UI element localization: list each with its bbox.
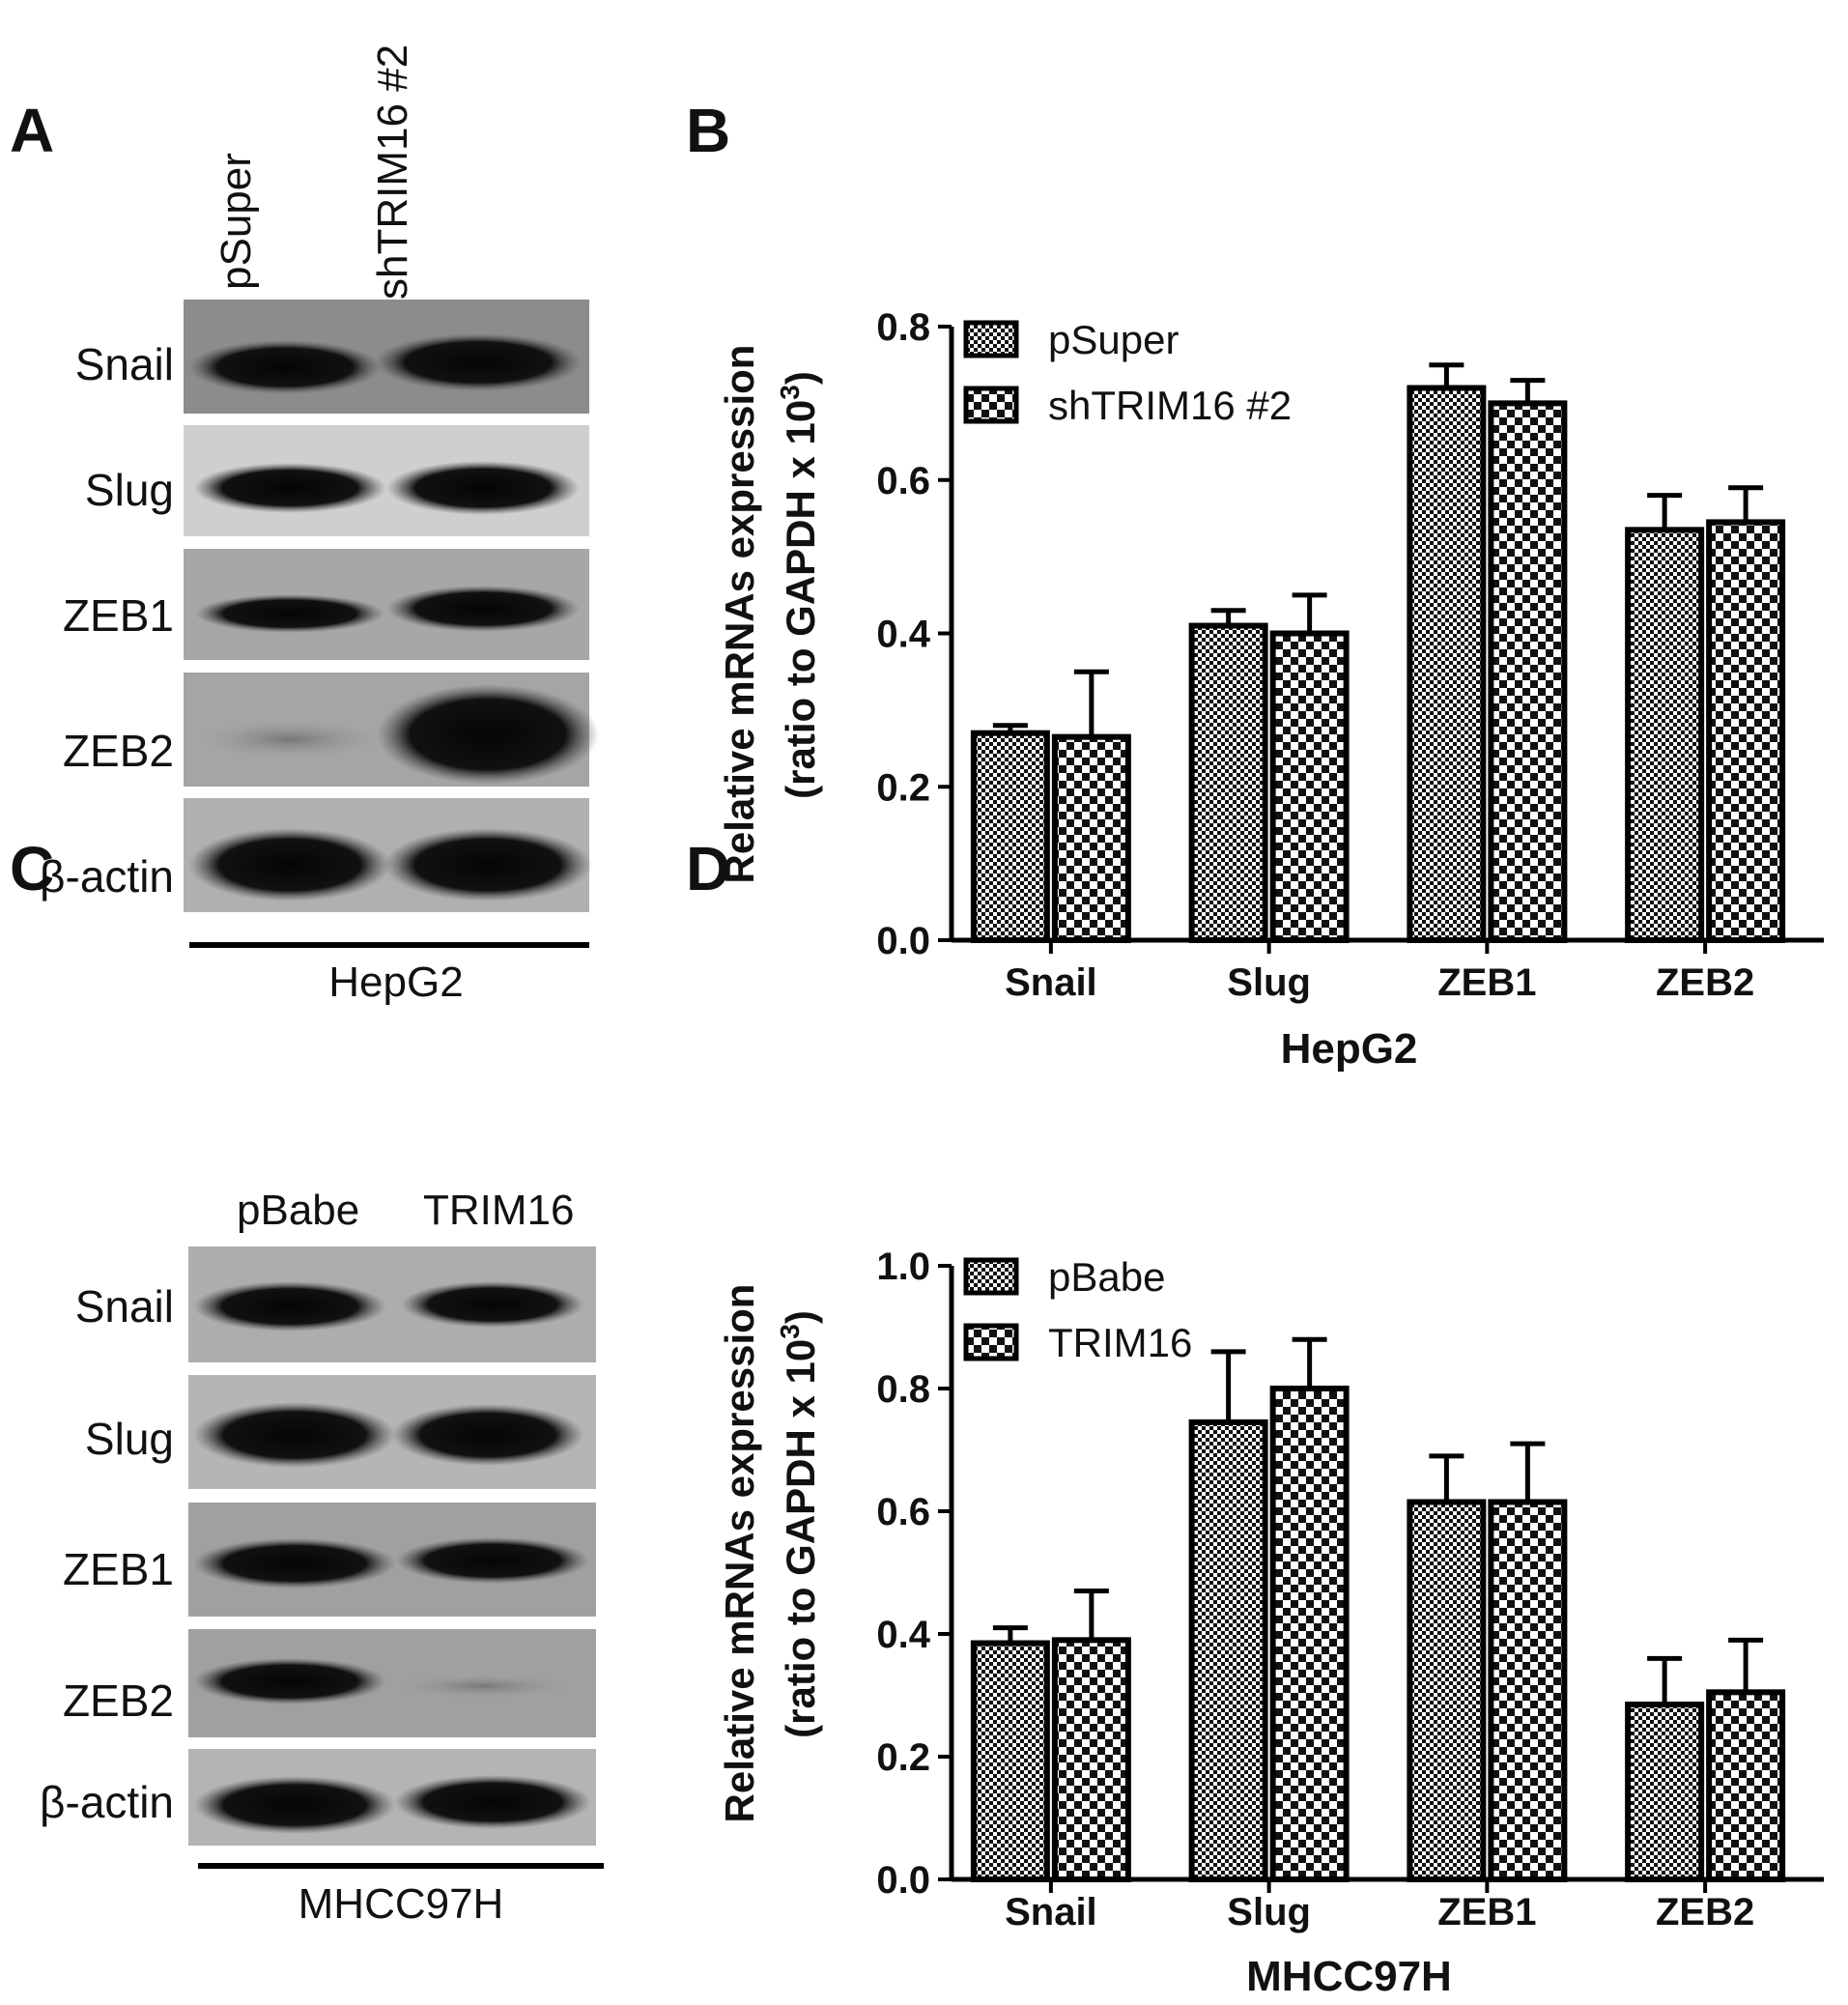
lane-header: pBabe	[237, 1187, 360, 1234]
bar	[1488, 1499, 1568, 1882]
legend-swatch	[963, 320, 1019, 358]
x-tick-label: ZEB1	[1437, 961, 1536, 1004]
legend-label: TRIM16	[1048, 1320, 1192, 1365]
x-tick-label: ZEB2	[1656, 961, 1754, 1004]
cell-line-label-c: MHCC97H	[298, 1880, 504, 1928]
y-tick-label: 0.2	[876, 766, 930, 809]
blot-row-label: Snail	[74, 1281, 174, 1332]
panel-letter-c: C	[10, 834, 55, 903]
chart-b: 0.0 0.2 0.4 0.6 0.8 Snail Slug ZEB1 ZEB2 Relative…	[717, 306, 1824, 1073]
blot-row-label: ZEB2	[62, 726, 174, 776]
blot-row-label: Slug	[84, 465, 174, 515]
blot-underline	[198, 1863, 604, 1869]
blot-row-label: ZEB1	[62, 590, 174, 641]
bar	[970, 1640, 1050, 1883]
bar	[1188, 1418, 1268, 1883]
blot-row-label: β-actin	[40, 1777, 174, 1827]
x-tick-label: Snail	[1005, 1891, 1097, 1933]
legend-swatch	[963, 1323, 1019, 1361]
legend-label: pSuper	[1048, 317, 1179, 362]
bar	[1188, 622, 1268, 943]
bar	[1488, 400, 1568, 943]
legend-label: shTRIM16 #2	[1048, 383, 1292, 428]
y-tick-label: 0.4	[876, 1614, 930, 1656]
lane-header: TRIM16	[423, 1187, 575, 1234]
bar	[1269, 1386, 1350, 1882]
x-tick-label: Slug	[1227, 1891, 1311, 1933]
bar	[1706, 1689, 1786, 1882]
panel-letter-a: A	[10, 96, 55, 165]
bar	[1625, 527, 1705, 943]
blot-row-label: ZEB1	[62, 1544, 174, 1594]
blot-row-label: Snail	[74, 339, 174, 389]
blot-image-a	[184, 300, 599, 948]
bar	[970, 730, 1050, 943]
y-tick-label: 0.2	[876, 1736, 930, 1779]
y-axis-label: Relative mRNAs expression	[717, 1284, 762, 1823]
bar	[1407, 385, 1487, 943]
x-tick-label: Snail	[1005, 961, 1097, 1004]
bar	[1051, 733, 1131, 943]
bar	[1625, 1702, 1705, 1883]
blot-row-label: Slug	[84, 1414, 174, 1464]
legend-label: pBabe	[1048, 1254, 1165, 1300]
y-axis-label-2: (ratio to GAPDH x 103)	[775, 371, 823, 799]
x-axis-label: HepG2	[1281, 1025, 1418, 1073]
bar	[1407, 1499, 1487, 1882]
legend-swatch	[963, 386, 1019, 424]
x-tick-label: ZEB1	[1437, 1891, 1536, 1933]
panel-letter-b: B	[686, 96, 731, 165]
y-tick-label: 0.0	[876, 1859, 930, 1902]
cell-line-label-a: HepG2	[328, 959, 464, 1006]
x-tick-label: ZEB2	[1656, 1891, 1754, 1933]
blot-row-label: ZEB2	[62, 1676, 174, 1726]
y-tick-label: 1.0	[876, 1246, 930, 1288]
legend-swatch	[963, 1257, 1019, 1296]
panel-letter-d: D	[686, 834, 731, 903]
y-tick-label: 0.6	[876, 460, 930, 502]
y-tick-label: 0.4	[876, 614, 930, 656]
y-axis-label-2: (ratio to GAPDH x 103)	[775, 1310, 823, 1738]
x-tick-label: Slug	[1227, 961, 1311, 1004]
y-axis-label: Relative mRNAs expression	[717, 345, 762, 884]
chart-d: 0.0 0.2 0.4 0.6 0.8 1.0 Snail Slug ZEB1 ZEB2 Relat…	[717, 1246, 1824, 2000]
bar	[1269, 630, 1350, 943]
blot-row-label: β-actin	[40, 851, 174, 902]
y-tick-label: 0.8	[876, 306, 930, 349]
y-tick-label: 0.8	[876, 1368, 930, 1411]
bar	[1706, 519, 1786, 943]
bar	[1051, 1637, 1131, 1882]
y-tick-label: 0.6	[876, 1491, 930, 1533]
blot-image-c	[188, 1246, 596, 1846]
y-tick-label: 0.0	[876, 920, 930, 962]
x-axis-label: MHCC97H	[1246, 1953, 1452, 2000]
